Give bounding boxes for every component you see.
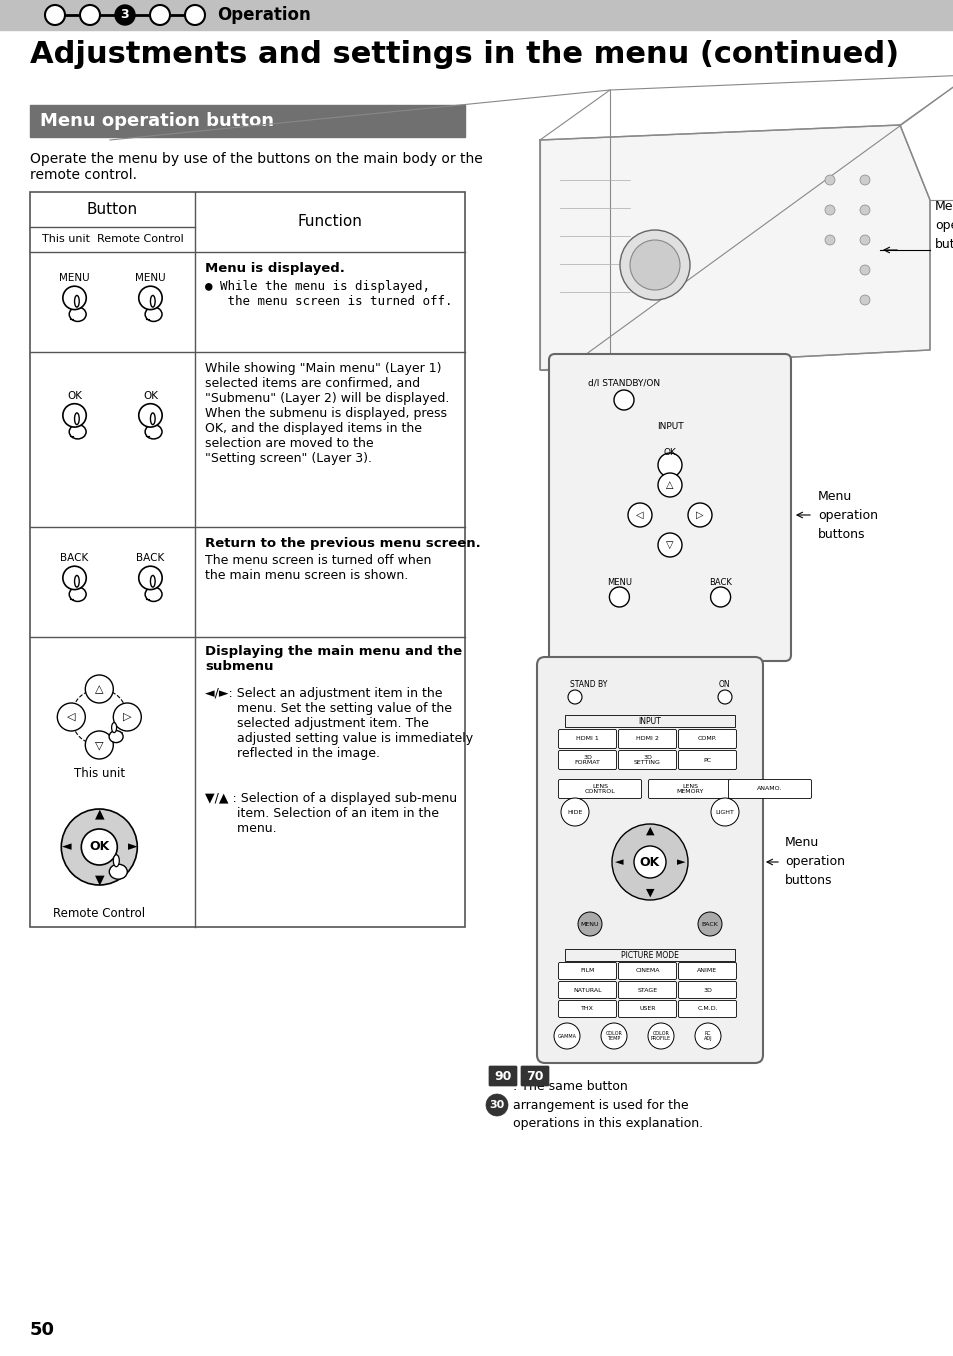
Text: OK: OK xyxy=(143,391,158,401)
Text: ◁: ◁ xyxy=(67,712,75,721)
FancyBboxPatch shape xyxy=(618,982,676,998)
FancyBboxPatch shape xyxy=(558,750,616,769)
Circle shape xyxy=(578,913,601,936)
Text: BACK: BACK xyxy=(700,922,718,926)
Ellipse shape xyxy=(70,424,86,439)
FancyBboxPatch shape xyxy=(558,963,616,979)
Ellipse shape xyxy=(70,587,86,602)
Circle shape xyxy=(824,205,834,216)
FancyBboxPatch shape xyxy=(558,730,616,749)
Text: △: △ xyxy=(95,683,104,694)
Circle shape xyxy=(718,690,731,704)
Text: COLOR
TEMP: COLOR TEMP xyxy=(605,1031,621,1041)
Text: This unit: This unit xyxy=(73,767,125,780)
Circle shape xyxy=(658,533,681,557)
Text: ◄/►: Select an adjustment item in the
        menu. Set the setting value of the: ◄/►: Select an adjustment item in the me… xyxy=(205,687,473,759)
FancyBboxPatch shape xyxy=(678,730,736,749)
Text: △: △ xyxy=(665,480,673,490)
Circle shape xyxy=(614,391,634,410)
Text: ▼: ▼ xyxy=(94,873,104,887)
Text: CINEMA: CINEMA xyxy=(635,968,659,974)
Circle shape xyxy=(619,231,689,300)
Text: OK: OK xyxy=(67,391,82,401)
Text: 3: 3 xyxy=(121,8,130,22)
FancyBboxPatch shape xyxy=(678,982,736,998)
FancyBboxPatch shape xyxy=(548,354,790,660)
Circle shape xyxy=(45,5,65,24)
Text: ON: ON xyxy=(718,679,729,689)
Polygon shape xyxy=(539,125,929,370)
Text: 3D
FORMAT: 3D FORMAT xyxy=(574,754,599,765)
Text: ▲: ▲ xyxy=(645,826,654,837)
Circle shape xyxy=(600,1022,626,1050)
FancyBboxPatch shape xyxy=(520,1066,548,1086)
Circle shape xyxy=(647,1022,673,1050)
Text: HDMI 1: HDMI 1 xyxy=(576,736,598,742)
Text: 30: 30 xyxy=(489,1100,504,1111)
Text: PICTURE MODE: PICTURE MODE xyxy=(620,951,679,960)
Text: INPUT: INPUT xyxy=(638,716,660,725)
Text: RC
ADJ: RC ADJ xyxy=(703,1031,712,1041)
FancyBboxPatch shape xyxy=(618,963,676,979)
Text: PC: PC xyxy=(702,758,711,762)
Text: COLOR
PROFILE: COLOR PROFILE xyxy=(650,1031,670,1041)
Text: MENU: MENU xyxy=(59,274,90,283)
FancyBboxPatch shape xyxy=(558,982,616,998)
Text: THX: THX xyxy=(580,1006,594,1012)
Text: ▼: ▼ xyxy=(645,888,654,898)
Circle shape xyxy=(710,587,730,607)
Ellipse shape xyxy=(70,306,86,321)
Text: NATURAL: NATURAL xyxy=(573,987,601,993)
Text: 3D: 3D xyxy=(702,987,711,993)
FancyBboxPatch shape xyxy=(618,750,676,769)
Text: ● While the menu is displayed,
   the menu screen is turned off.: ● While the menu is displayed, the menu … xyxy=(205,279,452,308)
Text: Menu operation button: Menu operation button xyxy=(40,113,274,130)
Text: ANAMO.: ANAMO. xyxy=(757,786,781,792)
Ellipse shape xyxy=(145,587,162,602)
Circle shape xyxy=(61,810,137,885)
Circle shape xyxy=(71,689,127,744)
Circle shape xyxy=(658,473,681,498)
Text: OK: OK xyxy=(639,856,659,868)
Circle shape xyxy=(150,5,170,24)
Text: ◄: ◄ xyxy=(614,857,622,866)
Bar xyxy=(30,104,464,137)
Circle shape xyxy=(612,824,687,900)
Text: COMP.: COMP. xyxy=(697,736,717,742)
Circle shape xyxy=(698,913,721,936)
Bar xyxy=(564,949,734,961)
Text: ▷: ▷ xyxy=(123,712,132,721)
Circle shape xyxy=(629,240,679,290)
Text: OK: OK xyxy=(663,447,676,457)
Text: BACK: BACK xyxy=(60,553,89,563)
FancyBboxPatch shape xyxy=(618,1001,676,1017)
Text: HDMI 2: HDMI 2 xyxy=(636,736,659,742)
Circle shape xyxy=(687,503,711,527)
Ellipse shape xyxy=(74,296,79,306)
Ellipse shape xyxy=(145,424,162,439)
Text: Menu
operation
buttons: Menu operation buttons xyxy=(817,490,877,541)
FancyBboxPatch shape xyxy=(537,658,762,1063)
Text: ►: ► xyxy=(128,841,137,853)
Circle shape xyxy=(115,5,135,24)
Text: BACK: BACK xyxy=(136,553,165,563)
Text: d/I STANDBY/ON: d/I STANDBY/ON xyxy=(587,378,659,386)
Circle shape xyxy=(113,702,141,731)
FancyBboxPatch shape xyxy=(678,750,736,769)
Text: While showing "Main menu" (Layer 1)
selected items are confirmed, and
"Submenu" : While showing "Main menu" (Layer 1) sele… xyxy=(205,362,449,465)
Text: BACK: BACK xyxy=(708,578,731,587)
Text: ▲: ▲ xyxy=(94,808,104,820)
Circle shape xyxy=(85,731,113,759)
Ellipse shape xyxy=(74,575,79,587)
Circle shape xyxy=(560,797,588,826)
Text: Button: Button xyxy=(87,202,138,217)
Text: 3D
SETTING: 3D SETTING xyxy=(634,754,660,765)
Text: Menu is displayed.: Menu is displayed. xyxy=(205,262,345,275)
Text: Return to the previous menu screen.: Return to the previous menu screen. xyxy=(205,537,480,551)
Text: MENU: MENU xyxy=(606,578,631,587)
Text: ◁: ◁ xyxy=(636,510,643,519)
Circle shape xyxy=(63,286,86,309)
Text: HIDE: HIDE xyxy=(567,810,582,815)
Text: ▷: ▷ xyxy=(696,510,703,519)
Circle shape xyxy=(554,1022,579,1050)
